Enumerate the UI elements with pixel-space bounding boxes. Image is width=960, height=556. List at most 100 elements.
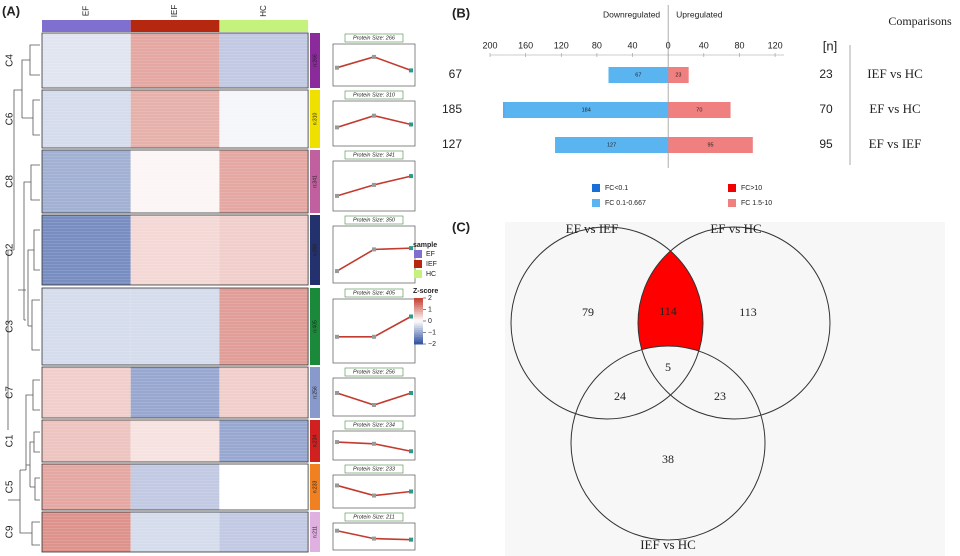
cluster-label: C7 bbox=[5, 386, 16, 399]
column-label: IEF bbox=[170, 5, 179, 18]
legend-label: HC bbox=[426, 271, 436, 278]
cluster-frame bbox=[41, 463, 309, 511]
label-box bbox=[344, 150, 404, 160]
colorbar-label: −2 bbox=[428, 341, 436, 348]
cluster-frame bbox=[41, 214, 309, 286]
cluster-size: n:234 bbox=[312, 435, 318, 448]
set-label: EF vs HC bbox=[710, 221, 761, 236]
x-tick-label: 80 bbox=[734, 40, 744, 50]
cluster-frame bbox=[41, 511, 309, 553]
region-count: 38 bbox=[662, 452, 674, 466]
label-box bbox=[344, 33, 404, 43]
cluster-bar bbox=[310, 288, 320, 365]
colorbar-step bbox=[414, 307, 423, 310]
x-tick-label: 80 bbox=[592, 40, 602, 50]
cluster-label: C5 bbox=[5, 480, 16, 493]
colorbar-step bbox=[414, 341, 423, 345]
trend-box bbox=[332, 522, 416, 551]
stripe bbox=[42, 512, 309, 552]
stripe bbox=[42, 367, 309, 418]
colorbar-step bbox=[414, 334, 423, 338]
n-header: [n] bbox=[823, 38, 837, 53]
trend-point bbox=[372, 334, 376, 339]
colorbar-step bbox=[414, 314, 423, 317]
label-box bbox=[344, 367, 404, 377]
x-tick-label: 160 bbox=[518, 40, 533, 50]
x-tick-label: 120 bbox=[768, 40, 783, 50]
trend-point bbox=[335, 125, 339, 130]
cluster-bar bbox=[310, 367, 320, 418]
sample-bar bbox=[130, 20, 220, 32]
stripe bbox=[42, 33, 309, 88]
bar bbox=[668, 67, 689, 83]
legend-swatch bbox=[592, 184, 600, 192]
total-up: 70 bbox=[819, 102, 833, 116]
x-tick-label: 200 bbox=[482, 40, 497, 50]
protein-size: Protein Size: 341 bbox=[353, 152, 395, 158]
set-label: IEF vs HC bbox=[640, 537, 696, 552]
panel-label: (A) bbox=[2, 3, 20, 18]
total-down: 185 bbox=[442, 102, 462, 116]
trend-point bbox=[335, 65, 339, 70]
trend-point bbox=[372, 403, 376, 407]
region-count: 23 bbox=[714, 389, 726, 403]
protein-size: Protein Size: 266 bbox=[353, 35, 396, 41]
panel-label: (C) bbox=[452, 219, 470, 234]
comparison-name: IEF vs HC bbox=[867, 66, 923, 81]
cluster-bar bbox=[310, 512, 320, 552]
colorbar-step bbox=[414, 337, 423, 340]
protein-size: Protein Size: 234 bbox=[353, 422, 395, 428]
trend-box bbox=[332, 474, 416, 509]
comparison-name: EF vs HC bbox=[869, 101, 920, 116]
cluster-bar bbox=[310, 464, 320, 510]
total-down: 127 bbox=[442, 137, 462, 151]
trend-point bbox=[335, 391, 339, 395]
legend-swatch bbox=[728, 199, 736, 207]
colorbar-step bbox=[414, 309, 423, 313]
stripe bbox=[42, 420, 309, 462]
column-label: EF bbox=[81, 6, 90, 16]
cluster-label: C1 bbox=[5, 434, 16, 447]
panel-label: (B) bbox=[452, 5, 470, 20]
total-down: 67 bbox=[449, 67, 463, 81]
trend-point bbox=[409, 122, 413, 127]
bar-value: 184 bbox=[582, 107, 591, 113]
protein-size: Protein Size: 350 bbox=[353, 217, 396, 223]
trend-point bbox=[372, 54, 376, 59]
cluster-frame bbox=[41, 287, 309, 366]
colorbar-step bbox=[414, 330, 423, 333]
protein-size: Protein Size: 233 bbox=[353, 466, 396, 472]
cluster-label: C2 bbox=[5, 243, 16, 256]
stripe bbox=[42, 150, 309, 213]
cluster-bar bbox=[310, 90, 320, 148]
colorbar-step bbox=[414, 339, 423, 343]
stripe bbox=[42, 464, 309, 510]
trend-point bbox=[372, 493, 376, 498]
sample-bar bbox=[42, 20, 131, 32]
legend-swatch bbox=[414, 250, 422, 258]
label-box bbox=[344, 512, 404, 522]
trend-box bbox=[332, 298, 416, 364]
venn-background bbox=[505, 222, 945, 556]
trend-box bbox=[332, 225, 416, 284]
bar-value: 70 bbox=[696, 107, 702, 113]
total-up: 23 bbox=[819, 67, 833, 81]
trend-point bbox=[335, 269, 339, 274]
bar-value: 95 bbox=[707, 142, 713, 148]
comparison-name: EF vs IEF bbox=[869, 136, 922, 151]
colorbar-step bbox=[414, 311, 423, 315]
protein-size: Protein Size: 256 bbox=[353, 369, 396, 375]
trend-point bbox=[409, 174, 413, 179]
colorbar-step bbox=[414, 332, 423, 336]
up-label: Upregulated bbox=[676, 9, 723, 19]
colorbar-step bbox=[414, 323, 423, 327]
cluster-bar bbox=[310, 33, 320, 88]
bar-value: 67 bbox=[635, 72, 641, 78]
venn-circle bbox=[570, 345, 766, 541]
label-box bbox=[344, 288, 404, 298]
colorbar-label: 0 bbox=[428, 318, 432, 325]
dendrogram bbox=[7, 44, 40, 546]
bar bbox=[503, 102, 505, 118]
venn-circle bbox=[510, 226, 704, 420]
